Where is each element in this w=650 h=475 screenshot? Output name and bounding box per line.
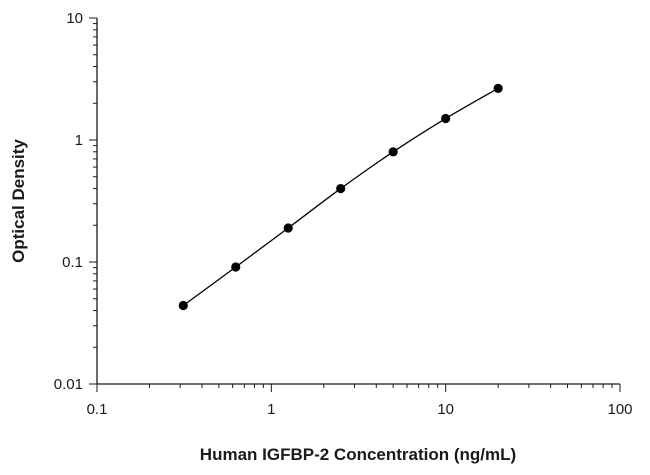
data-point xyxy=(336,183,346,194)
data-points xyxy=(178,83,503,311)
y-tick-label: 10 xyxy=(66,10,83,27)
x-tick-label: 0.1 xyxy=(87,401,108,418)
y-tick-label: 0.1 xyxy=(62,254,83,271)
x-tick-label: 100 xyxy=(607,401,632,418)
data-point xyxy=(493,83,503,93)
data-point xyxy=(283,223,293,233)
data-point xyxy=(178,300,188,311)
data-point xyxy=(388,147,398,157)
ticks xyxy=(89,17,621,392)
x-axis-title: Human IGFBP-2 Concentration (ng/mL) xyxy=(200,445,516,464)
axes xyxy=(96,18,620,385)
x-tick-label: 10 xyxy=(437,401,454,418)
y-tick-label: 0.01 xyxy=(54,376,83,393)
data-point xyxy=(231,262,241,272)
x-tick-label: 1 xyxy=(267,401,275,418)
y-tick-label: 1 xyxy=(75,132,83,149)
data-point xyxy=(441,113,451,124)
fit-curve xyxy=(182,87,499,307)
y-axis-title: Optical Density xyxy=(9,139,28,263)
